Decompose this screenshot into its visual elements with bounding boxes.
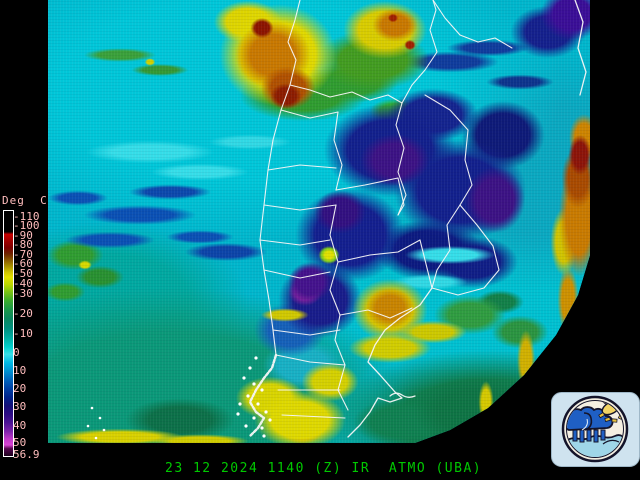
colorbar-tick-label: -90	[13, 229, 33, 242]
fjord-speckles	[86, 356, 272, 440]
wave-curl	[602, 439, 620, 445]
province-line	[335, 177, 399, 191]
colorbar-tick-label: 10	[13, 364, 27, 377]
province-line	[333, 111, 343, 191]
colorbar-tick-label: -70	[13, 248, 33, 261]
temperature-colorbar: Deg C -110 -100 -90 -80 -70 -60 -50 -40 -30 -20 -1…	[0, 195, 48, 463]
coastline-brazil	[574, 0, 587, 96]
border-andes	[259, 0, 301, 356]
colorbar-tick-label: 50	[13, 436, 27, 449]
pixel-texture	[48, 0, 590, 443]
timestamp-caption: 23 12 2024 1140 (Z) IR ATMO (UBA)	[165, 461, 483, 476]
colorbar-tick-label: -110	[13, 210, 40, 223]
colorbar-tick-label: 40	[13, 419, 27, 432]
cloud-layer-high	[48, 0, 590, 443]
border-uruguay	[431, 204, 500, 296]
country-borders-overlay	[86, 0, 587, 440]
province-line	[263, 204, 337, 211]
province-line	[397, 177, 405, 216]
cloud-swirl-highlight	[581, 418, 588, 431]
colorbar-tick-label: -100	[13, 219, 40, 232]
province-line	[280, 109, 339, 119]
coastline-chile-fjords	[248, 353, 278, 438]
province-line	[329, 204, 339, 263]
province-line	[263, 269, 331, 279]
logo-inner-ring	[566, 400, 624, 458]
province-line	[334, 314, 349, 411]
border-paraguay-river	[395, 102, 407, 216]
province-line	[272, 329, 341, 336]
border-topright-b	[477, 37, 513, 49]
colorbar-title: Deg C	[2, 194, 48, 207]
coastline-atlantic	[347, 287, 433, 438]
coastline-valdes	[389, 392, 416, 398]
colorbar-gradient	[3, 210, 14, 457]
province-line	[259, 239, 331, 246]
colorbar-tick-label: -80	[13, 238, 33, 251]
colorbar-tick-label: -20	[13, 307, 33, 320]
colorbar-tick-label: -60	[13, 257, 33, 270]
cloud-swirl	[583, 412, 593, 431]
province-line	[337, 239, 421, 263]
colorbar-tick-label: -10	[13, 327, 33, 340]
province-line	[275, 354, 346, 366]
province-line	[419, 239, 433, 289]
border-misiones	[424, 94, 473, 206]
atmo-uba-logo	[551, 392, 640, 467]
colorbar-tick-label: -40	[13, 277, 33, 290]
colorbar-tick-label: 0	[13, 346, 20, 359]
border-topright-a	[432, 0, 479, 43]
province-line	[329, 261, 341, 316]
colorbar-tick-label: -30	[13, 287, 33, 300]
colorbar-tick-label: 20	[13, 382, 27, 395]
province-line	[281, 414, 346, 419]
province-line	[339, 307, 413, 319]
satellite-map	[48, 0, 590, 443]
colorbar-tick-label: 30	[13, 400, 27, 413]
border-north	[289, 84, 403, 104]
province-line	[267, 164, 337, 171]
border-paraguay-brazil	[401, 0, 438, 104]
colorbar-tick-label: 56.9	[13, 448, 40, 461]
colorbar-tick-label: -50	[13, 267, 33, 280]
